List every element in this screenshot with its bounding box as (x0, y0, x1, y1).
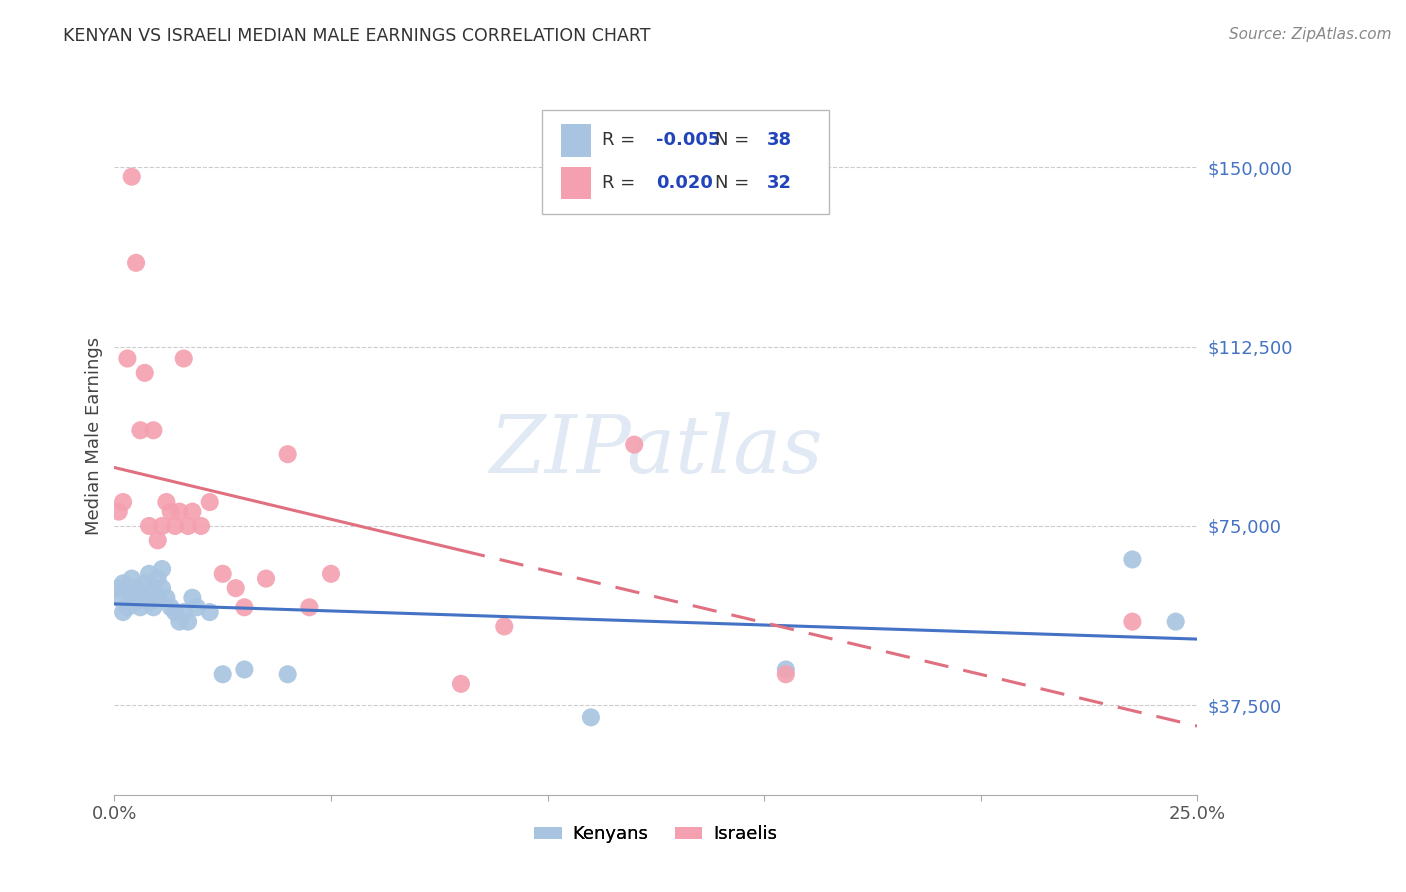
Point (450, 677, 472, 691)
Point (319, 566, 342, 581)
Point (121, 169, 143, 184)
Point (233, 663, 256, 677)
Text: N =: N = (716, 174, 755, 192)
Point (177, 519, 200, 533)
Point (211, 667, 233, 681)
Point (134, 576, 156, 591)
Point (112, 576, 135, 591)
Point (138, 519, 160, 533)
Point (1121, 552, 1143, 566)
Point (277, 667, 299, 681)
Point (623, 437, 645, 451)
Text: -0.005: -0.005 (655, 131, 720, 150)
Point (107, 581, 129, 595)
Point (775, 667, 797, 681)
Point (198, 495, 221, 509)
Point (138, 566, 160, 581)
Point (254, 572, 277, 586)
Point (107, 505, 129, 519)
Point (125, 256, 148, 270)
Point (134, 591, 156, 605)
Point (150, 581, 173, 595)
Text: R =: R = (602, 174, 647, 192)
Point (173, 351, 195, 366)
Point (155, 495, 177, 509)
Legend: Kenyans, Israelis: Kenyans, Israelis (527, 818, 785, 851)
Text: 38: 38 (766, 131, 792, 150)
Text: 0.020: 0.020 (655, 174, 713, 192)
Point (165, 605, 187, 619)
Point (169, 615, 191, 629)
Point (107, 591, 129, 605)
Point (117, 581, 139, 595)
Point (775, 663, 797, 677)
Point (117, 600, 139, 615)
Point (181, 591, 204, 605)
Point (125, 595, 148, 609)
Text: 32: 32 (766, 174, 792, 192)
Point (165, 519, 187, 533)
Point (146, 572, 169, 586)
Point (146, 533, 169, 548)
Point (142, 423, 165, 437)
Point (173, 605, 195, 619)
Text: N =: N = (716, 131, 755, 150)
Point (121, 572, 143, 586)
Point (121, 591, 143, 605)
Point (494, 619, 516, 633)
Point (233, 600, 256, 615)
Text: ZIPatlas: ZIPatlas (489, 412, 823, 490)
Point (298, 600, 321, 615)
Point (177, 615, 200, 629)
Point (129, 423, 152, 437)
Point (112, 605, 135, 619)
Point (159, 505, 181, 519)
Point (125, 581, 148, 595)
Point (159, 600, 181, 615)
Point (142, 581, 165, 595)
Point (211, 566, 233, 581)
Point (190, 519, 212, 533)
Point (155, 591, 177, 605)
Point (198, 605, 221, 619)
Point (150, 519, 173, 533)
Point (181, 505, 204, 519)
Point (112, 495, 135, 509)
Point (579, 710, 602, 724)
Point (134, 366, 156, 380)
Point (129, 586, 152, 600)
Text: KENYAN VS ISRAELI MEDIAN MALE EARNINGS CORRELATION CHART: KENYAN VS ISRAELI MEDIAN MALE EARNINGS C… (63, 27, 651, 45)
Point (146, 591, 169, 605)
Text: R =: R = (602, 131, 641, 150)
Point (1121, 615, 1143, 629)
Point (142, 600, 165, 615)
Y-axis label: Median Male Earnings: Median Male Earnings (86, 337, 103, 535)
FancyBboxPatch shape (543, 110, 830, 214)
Point (186, 600, 208, 615)
Point (225, 581, 247, 595)
Point (117, 351, 139, 366)
Point (150, 562, 173, 576)
Point (1164, 615, 1187, 629)
Point (169, 505, 191, 519)
FancyBboxPatch shape (561, 167, 591, 199)
FancyBboxPatch shape (561, 124, 591, 157)
Text: Source: ZipAtlas.com: Source: ZipAtlas.com (1229, 27, 1392, 42)
Point (277, 447, 299, 461)
Point (138, 595, 160, 609)
Point (129, 600, 152, 615)
